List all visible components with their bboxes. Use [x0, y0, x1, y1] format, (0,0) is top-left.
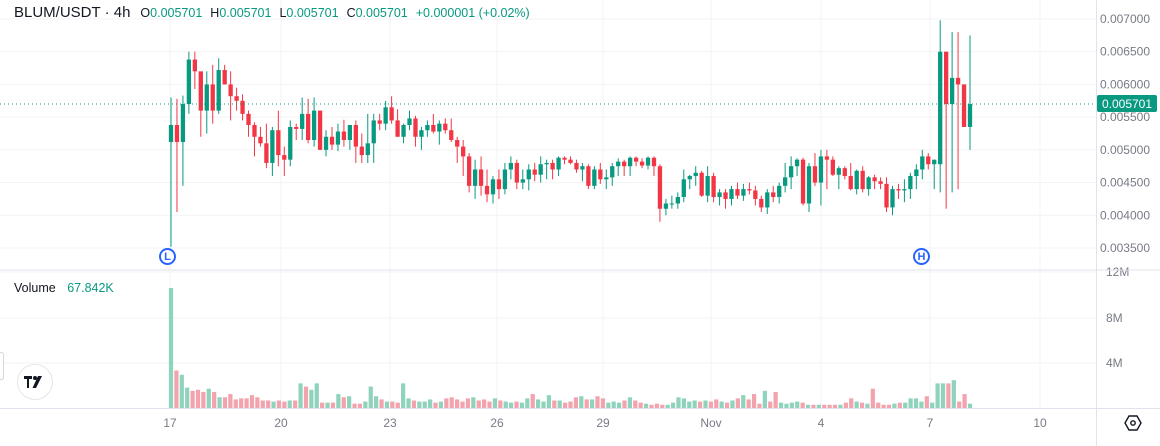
svg-text:26: 26 [490, 416, 504, 430]
svg-text:Nov: Nov [700, 416, 721, 430]
svg-text:0.007000: 0.007000 [1100, 12, 1150, 26]
svg-text:4M: 4M [1106, 356, 1123, 370]
svg-text:0.006000: 0.006000 [1100, 77, 1150, 91]
svg-text:29: 29 [596, 416, 610, 430]
last-price-tag: 0.005701 [1097, 95, 1157, 113]
candles [168, 20, 973, 247]
svg-text:4: 4 [818, 416, 825, 430]
change-value: +0.000001 (+0.02%) [415, 6, 530, 20]
high-marker[interactable]: H [913, 248, 930, 265]
svg-text:0.005000: 0.005000 [1100, 143, 1150, 157]
svg-text:0.004500: 0.004500 [1100, 176, 1150, 190]
svg-text:23: 23 [383, 416, 397, 430]
volume-label[interactable]: Volume [14, 281, 56, 295]
svg-text:0.005500: 0.005500 [1100, 110, 1150, 124]
settings-icon[interactable] [1123, 413, 1143, 433]
close-label: C [346, 6, 356, 20]
tradingview-logo-icon[interactable] [17, 364, 53, 400]
svg-text:10: 10 [1033, 416, 1047, 430]
svg-text:0.006500: 0.006500 [1100, 45, 1150, 59]
svg-text:20: 20 [274, 416, 288, 430]
open-label: O [140, 6, 151, 20]
symbol-legend: BLUM/USDT · 4h O 0.005701 H 0.005701 L 0.00… [14, 4, 538, 21]
low-marker[interactable]: L [159, 248, 176, 265]
volume-legend: Volume 67.842K [14, 281, 114, 295]
volume-bars [168, 288, 973, 408]
svg-text:8M: 8M [1106, 311, 1123, 325]
svg-text:0.003500: 0.003500 [1100, 241, 1150, 255]
low-label: L [279, 6, 287, 20]
high-value: 0.005701 [219, 6, 272, 20]
high-label: H [210, 6, 220, 20]
low-value: 0.005701 [286, 6, 339, 20]
svg-text:12M: 12M [1106, 265, 1129, 279]
close-value: 0.005701 [355, 6, 408, 20]
symbol-title[interactable]: BLUM/USDT · 4h [14, 4, 131, 21]
svg-text:7: 7 [927, 416, 934, 430]
sidebar-toggle-handle[interactable] [0, 352, 4, 380]
svg-text:0.004000: 0.004000 [1100, 208, 1150, 222]
open-value: 0.005701 [150, 6, 203, 20]
volume-value: 67.842K [67, 281, 114, 295]
svg-text:17: 17 [163, 416, 177, 430]
